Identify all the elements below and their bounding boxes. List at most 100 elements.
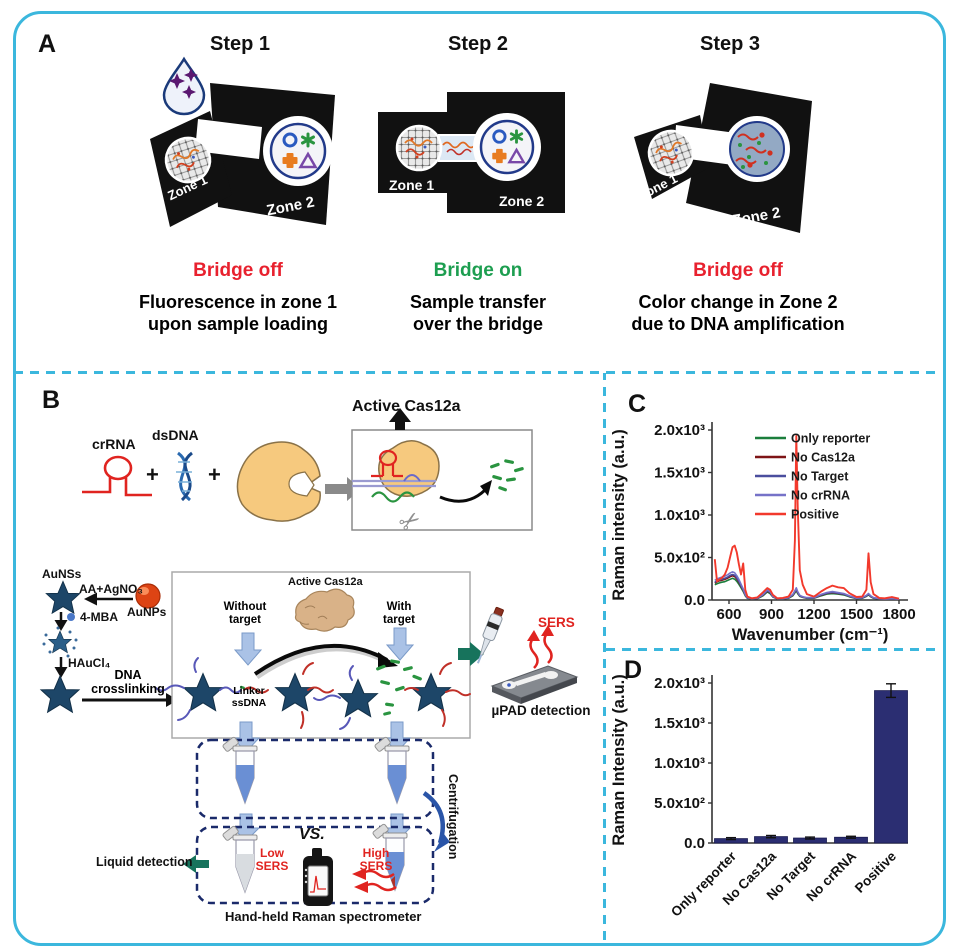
active-cas12a-reaction-box: ✂ (351, 408, 533, 539)
liquid-detection-label: Liquid detection (96, 855, 193, 869)
plus-sign-1: + (146, 462, 159, 487)
haucl4-label: HAuCl₄ (68, 656, 111, 670)
mba-molecule-icon (67, 613, 75, 621)
sers-label: SERS (538, 615, 575, 630)
synthesis-arrows (59, 597, 168, 702)
svg-text:900: 900 (759, 606, 784, 623)
step3-status: Bridge off (693, 260, 783, 281)
linker-ssdna-label: Linker ssDNA (231, 685, 267, 709)
step2-status: Bridge on (433, 260, 523, 281)
svg-text:No crRNA: No crRNA (791, 489, 850, 503)
svg-text:2.0x10³: 2.0x10³ (654, 675, 705, 692)
svg-text:1200: 1200 (797, 606, 830, 623)
ssdna-strands-blue (155, 657, 354, 730)
step1-status: Bridge off (193, 260, 283, 281)
amplified-dna-icon (735, 133, 767, 165)
mba-coated-star-icon (42, 626, 78, 658)
assay-scheme-box (155, 571, 471, 739)
panel-b-label: B (42, 386, 61, 414)
panel-c-label: C (628, 390, 647, 418)
step3-description: Color change in Zone 2 due to DNA amplifi… (631, 292, 845, 334)
step1-title: Step 1 (209, 33, 271, 55)
fluorophore-stars-icon (169, 68, 198, 99)
step1-device-illustration: Zone 1 Zone 2 (150, 56, 335, 227)
svg-text:Positive: Positive (791, 508, 839, 522)
step2-description: Sample transfer over the bridge (409, 292, 547, 334)
low-sers-label: Low SERS (255, 846, 289, 874)
step2-title: Step 2 (447, 33, 509, 55)
crRNA-in-protein-icon (371, 449, 403, 478)
svg-text:5.0x10²: 5.0x10² (654, 550, 705, 567)
aunps-highlight (139, 587, 149, 595)
crRNA-label: crRNA (92, 436, 136, 452)
svg-text:Positive: Positive (852, 848, 900, 896)
aa-agno3-label: AA+AgNO₃ (79, 582, 143, 596)
cas12a-notch (288, 471, 315, 497)
centrifugation-label: Centrifugation (446, 774, 460, 860)
target-dna-strands (352, 479, 436, 488)
svg-text:Raman intensity (a.u.): Raman intensity (a.u.) (610, 429, 628, 600)
active-cas12a-label: Active Cas12a (352, 398, 461, 415)
step2-device-illustration: Zone 1 Zone 2 (378, 92, 565, 213)
aunss-label: AuNSs (42, 567, 82, 581)
sers-signal-waves-tube (361, 869, 397, 892)
mba-label: 4-MBA (80, 610, 118, 624)
handheld-raman-spectrometer-icon (303, 848, 333, 906)
svg-text:1800: 1800 (882, 606, 915, 623)
raman-spectrum-chart: 0.0 5.0x10² 1.0x10³ 1.5x10³ 2.0x10³ 600 900 120… (610, 422, 916, 644)
raman-intensity-bar-chart: 0.0 5.0x10² 1.0x10³ 1.5x10³ 2.0x10³ Raman Int… (610, 674, 908, 920)
svg-text:600: 600 (716, 606, 741, 623)
cleavage-curved-arrow (253, 643, 388, 676)
active-cas12a-protein-image (294, 588, 355, 632)
dsDNA-label: dsDNA (152, 427, 199, 443)
divider-c-d (606, 648, 940, 651)
step3-device-illustration: Zone 1 Zone 2 (634, 83, 812, 233)
dsDNA-helix-icon (176, 451, 193, 502)
without-target-label: Without target (223, 601, 267, 626)
svg-text:No Target: No Target (791, 470, 849, 484)
tube-before-right (374, 736, 410, 805)
gold-coated-star-icon (40, 675, 80, 713)
svg-text:Wavenumber (cm⁻¹): Wavenumber (cm⁻¹) (732, 626, 889, 644)
divider-b-cd (603, 373, 606, 940)
high-sers-label: High SERS (359, 846, 393, 874)
sample-droplet-icon (162, 56, 206, 116)
up-arrow-icon (389, 408, 411, 430)
figure-border (13, 11, 946, 946)
svg-text:Raman Intensity (a.u.): Raman Intensity (a.u.) (610, 674, 628, 845)
plus-sign-2: + (208, 462, 221, 487)
sers-signal-waves-upad (529, 631, 553, 669)
svg-text:Zone 2: Zone 2 (499, 193, 544, 209)
centrifugation-arrow (422, 791, 445, 844)
svg-text:No Cas12a: No Cas12a (791, 451, 856, 465)
svg-text:5.0x10²: 5.0x10² (654, 795, 705, 812)
svg-text:1.5x10³: 1.5x10³ (654, 715, 705, 732)
step1-description: Fluorescence in zone 1 upon sample loadin… (138, 292, 338, 334)
vs-label: VS. (299, 826, 325, 843)
incubation-box (195, 738, 435, 820)
svg-text:1500: 1500 (840, 606, 873, 623)
pipette-icon (476, 606, 504, 664)
tube-before-left (222, 736, 258, 805)
panel-d-label: D (624, 656, 643, 684)
svg-text:Only reporter: Only reporter (791, 432, 870, 446)
svg-text:0.0: 0.0 (684, 592, 705, 609)
svg-text:Only reporter: Only reporter (668, 848, 740, 920)
crRNA-hairpin-icon (82, 455, 152, 497)
cleaved-fragments-icon (376, 659, 422, 716)
svg-text:1.0x10³: 1.0x10³ (654, 755, 705, 772)
cas12a-protein-icon (236, 441, 321, 522)
active-cas12a-inner-label: Active Cas12a (288, 576, 363, 588)
upad-chip-icon (490, 665, 579, 704)
without-target-arrow-icon (233, 632, 263, 666)
with-target-arrow-icon (385, 627, 415, 661)
svg-text:2.0x10³: 2.0x10³ (654, 422, 705, 439)
divider-a-b (14, 371, 940, 374)
dna-crosslinking-label: DNA crosslinking (91, 668, 165, 696)
cleaved-reporter-strand (371, 491, 415, 503)
svg-text:0.0: 0.0 (684, 835, 705, 852)
released-reporters-icon (490, 459, 524, 492)
svg-text:Zone 1: Zone 1 (389, 177, 434, 193)
